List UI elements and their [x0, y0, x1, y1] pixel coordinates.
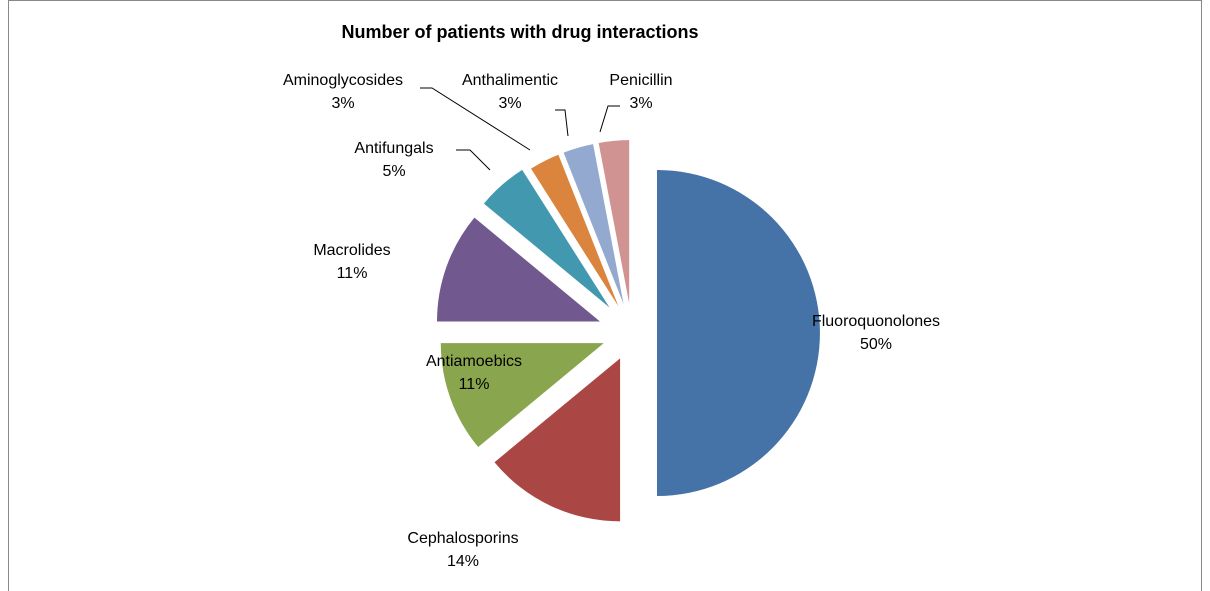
- leader-lines: [420, 87, 620, 171]
- slice-label: Antiamoebics: [426, 353, 522, 370]
- slice-label: Anthalimentic: [462, 72, 558, 89]
- leader-line: [599, 105, 620, 133]
- slice-label: Macrolides: [313, 242, 390, 259]
- pie-slice: [440, 343, 604, 448]
- pie-slice: [437, 217, 601, 322]
- slice-label: Fluoroquonolones: [812, 313, 940, 330]
- slice-label: Antifungals: [354, 140, 433, 157]
- slice-value-label: 14%: [447, 553, 479, 570]
- leader-line: [420, 87, 531, 151]
- pie-slice: [531, 154, 619, 307]
- slice-value-label: 3%: [498, 95, 521, 112]
- pie-slice: [563, 144, 624, 305]
- slice-value-label: 3%: [629, 95, 652, 112]
- slice-value-label: 11%: [459, 376, 490, 393]
- slice-value-label: 11%: [337, 265, 368, 282]
- pie-slice: [598, 140, 630, 304]
- slice-value-label: 3%: [331, 95, 354, 112]
- pie-slice: [657, 170, 820, 496]
- slice-label: Cephalosporins: [407, 530, 518, 547]
- leader-line: [555, 109, 569, 137]
- chart-title: Number of patients with drug interaction…: [341, 22, 698, 42]
- slice-label: Aminoglycosides: [283, 72, 403, 89]
- pie-slice: [494, 358, 621, 522]
- slice-value-label: 5%: [382, 163, 405, 180]
- pie-slice: [483, 169, 610, 308]
- slice-label: Penicillin: [609, 72, 672, 89]
- slice-value-label: 50%: [860, 336, 892, 353]
- leader-line: [456, 149, 491, 171]
